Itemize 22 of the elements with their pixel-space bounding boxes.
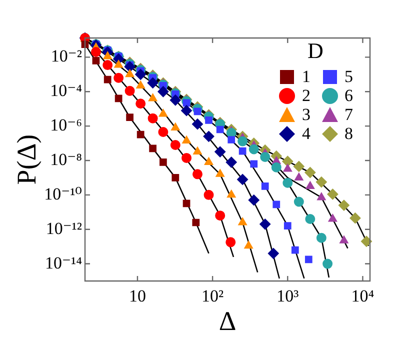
- y-tick-label: 10⁻⁶: [50, 116, 82, 135]
- x-axis-title: Δ: [218, 306, 236, 336]
- y-tick-label: 10⁻⁴: [50, 81, 82, 100]
- x-tick-label: 10⁴: [351, 286, 374, 306]
- legend-label: 1: [302, 67, 310, 86]
- y-tick-label: 10⁻¹⁴: [45, 253, 82, 272]
- y-tick-label: 10⁻¹⁰: [44, 184, 82, 204]
- legend-label: 6: [344, 86, 353, 105]
- legend-label: 2: [302, 86, 310, 105]
- y-tick-label: 10⁻²: [50, 46, 82, 66]
- y-axis-title: P(Δ): [11, 134, 42, 185]
- legend-label: 5: [344, 67, 353, 86]
- legend-label: 8: [344, 124, 353, 143]
- y-tick-label: 10⁻⁸: [50, 150, 82, 169]
- legend-label: 4: [302, 124, 310, 143]
- legend-label: 3: [302, 105, 310, 124]
- legend-title: D: [306, 38, 324, 63]
- x-tick-label: 10: [128, 286, 146, 306]
- x-tick-label: 10³: [276, 286, 299, 306]
- x-tick-label: 10²: [202, 286, 224, 306]
- legend-label: 7: [344, 105, 353, 124]
- y-tick-label: 10⁻¹²: [46, 218, 82, 238]
